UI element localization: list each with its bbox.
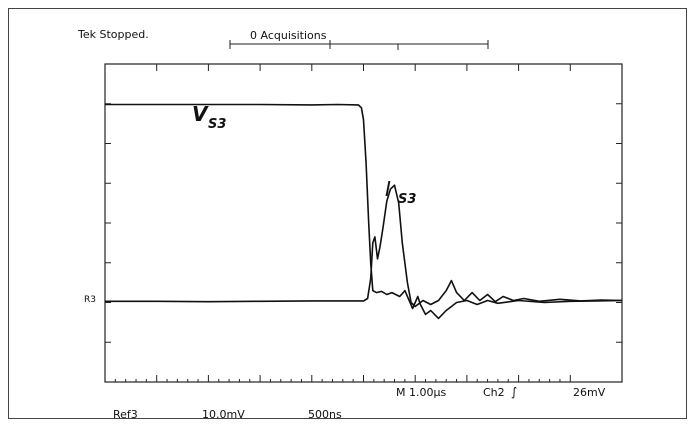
traces <box>105 103 623 320</box>
voltage-trace-label: V S3 <box>192 102 226 132</box>
axis-ticks <box>105 64 622 382</box>
trigger-level-readout: 26mV <box>573 386 606 399</box>
acquisitions-text: 0 Acquisitions <box>250 29 327 42</box>
current-trace-label: I S3 <box>385 177 416 207</box>
current-label-name: I <box>385 177 391 201</box>
ref-label: Ref3 <box>113 408 138 421</box>
voltage-trace-line <box>105 103 623 320</box>
acquisition-bracket <box>229 40 489 50</box>
timebase-readout: M 1.00µs <box>396 386 446 399</box>
plot-area-border <box>104 63 623 383</box>
voltage-label-subscript: S3 <box>208 117 226 132</box>
status-text: Tek Stopped. <box>77 28 149 41</box>
channel-readout: Ch2 <box>483 386 505 399</box>
ref-marker: R3 <box>84 295 96 305</box>
ref-vertical-scale: 10.0mV <box>202 408 245 421</box>
current-trace-line <box>105 184 623 308</box>
ref-horizontal-scale: 500ns <box>308 408 342 421</box>
voltage-label-name: V <box>192 102 209 126</box>
trigger-slope-icon: ∫ <box>511 385 517 399</box>
current-label-subscript: S3 <box>398 192 416 207</box>
figure-frame <box>8 8 687 419</box>
